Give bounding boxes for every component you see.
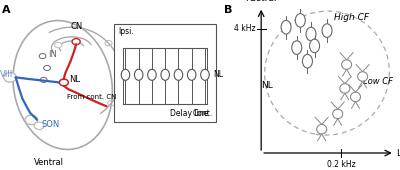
Ellipse shape: [161, 69, 170, 80]
Text: B: B: [224, 5, 232, 15]
Circle shape: [317, 124, 327, 134]
Ellipse shape: [188, 69, 196, 80]
Text: CN: CN: [70, 22, 82, 31]
Ellipse shape: [322, 24, 332, 37]
Ellipse shape: [201, 69, 209, 80]
Text: NL: NL: [70, 75, 80, 84]
Circle shape: [333, 109, 343, 119]
Text: Delay line: Delay line: [170, 109, 208, 118]
Text: From cont. CN: From cont. CN: [67, 94, 116, 100]
Circle shape: [34, 122, 44, 130]
Text: SON: SON: [42, 120, 60, 129]
Ellipse shape: [174, 69, 183, 80]
Circle shape: [4, 73, 16, 82]
Ellipse shape: [306, 27, 316, 41]
Circle shape: [59, 79, 68, 86]
Text: A: A: [2, 5, 11, 15]
Text: Ventral: Ventral: [34, 158, 64, 167]
Circle shape: [342, 60, 352, 69]
Circle shape: [40, 77, 47, 82]
Text: Low CF: Low CF: [363, 77, 393, 86]
Ellipse shape: [121, 69, 130, 80]
Ellipse shape: [295, 14, 305, 27]
Circle shape: [340, 84, 350, 93]
Circle shape: [350, 92, 360, 102]
Ellipse shape: [292, 41, 302, 54]
Circle shape: [25, 115, 38, 125]
Text: VIII: VIII: [0, 70, 13, 79]
Ellipse shape: [310, 39, 320, 53]
Circle shape: [44, 65, 50, 71]
Text: NL: NL: [213, 70, 223, 79]
Ellipse shape: [281, 20, 291, 34]
Ellipse shape: [148, 69, 156, 80]
Circle shape: [39, 54, 46, 59]
Ellipse shape: [302, 54, 312, 68]
FancyBboxPatch shape: [114, 24, 216, 122]
Text: High CF: High CF: [334, 13, 370, 21]
Circle shape: [358, 72, 368, 81]
Circle shape: [72, 39, 80, 45]
Circle shape: [55, 42, 62, 48]
Text: 0.2 kHz: 0.2 kHz: [327, 160, 356, 169]
Text: Lateral: Lateral: [396, 149, 400, 157]
Text: NL: NL: [261, 81, 273, 89]
Text: Cont.: Cont.: [192, 109, 213, 118]
Ellipse shape: [134, 69, 143, 80]
Text: Rostral: Rostral: [246, 0, 277, 3]
Text: 4 kHz: 4 kHz: [234, 24, 256, 32]
Text: IN: IN: [48, 50, 57, 59]
Text: Ipsi.: Ipsi.: [119, 27, 134, 36]
